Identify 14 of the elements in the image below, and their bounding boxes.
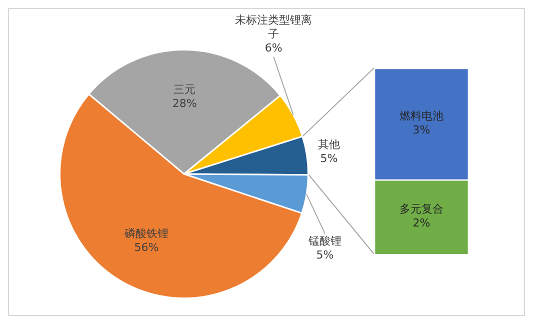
series-label: 多元复合 xyxy=(400,202,444,216)
slice-label: 锰酸锂 xyxy=(307,234,342,248)
slice-label: 三元 xyxy=(174,82,196,96)
slice-label: 其他 xyxy=(318,138,340,151)
data-label: 6% xyxy=(264,42,282,55)
data-label: 5% xyxy=(316,248,334,262)
data-label: 2% xyxy=(412,216,430,230)
slice-label: 未标注类型锂离子 xyxy=(235,14,312,41)
data-label: 28% xyxy=(172,96,197,110)
data-label: 5% xyxy=(320,152,338,165)
series-label: 燃料电池 xyxy=(400,110,444,123)
data-label: 3% xyxy=(412,124,430,137)
data-label: 56% xyxy=(134,241,159,254)
slice-label: 磷酸铁锂 xyxy=(123,227,168,240)
